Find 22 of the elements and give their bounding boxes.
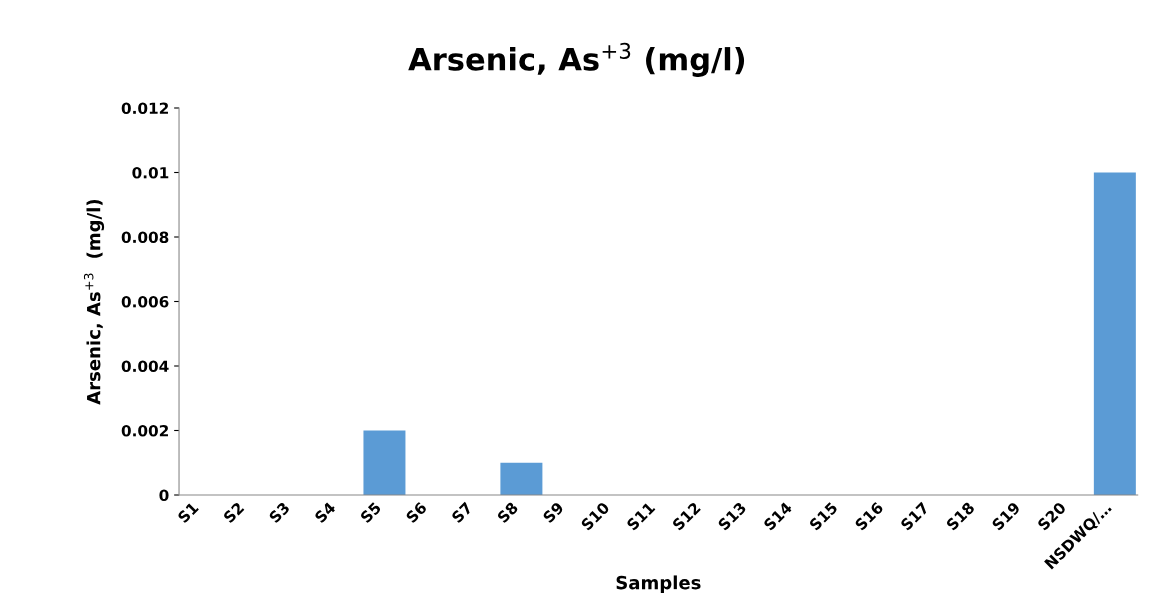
- x-tick-label: S3: [268, 501, 291, 524]
- bar: [363, 430, 406, 495]
- x-tick-label: S2: [222, 501, 245, 524]
- x-tick-label: S4: [314, 501, 337, 524]
- y-tick-label: 0.006: [121, 295, 169, 308]
- bar: [1093, 172, 1136, 495]
- y-tick-label: 0: [159, 489, 169, 502]
- y-tick-label: 0.002: [121, 424, 168, 437]
- x-tick-label: S9: [542, 501, 565, 524]
- y-tick-label: 0.004: [121, 360, 169, 373]
- text: Arsenic, As$^{+3}$ (mg/l): [83, 199, 105, 405]
- x-tick-label: S7: [450, 501, 473, 524]
- y-tick-label: 0.012: [121, 102, 168, 115]
- chart-title: Arsenic, As$^{+3}$ (mg/l): [408, 42, 745, 77]
- y-tick-label: 0.01: [132, 166, 169, 179]
- bar: [500, 462, 543, 495]
- x-tick-label: S6: [405, 501, 428, 524]
- y-tick-label: 0.008: [121, 231, 169, 244]
- x-tick-label: S1: [177, 501, 200, 524]
- x-tick-label: S5: [359, 501, 382, 524]
- x-tick-label: S8: [496, 501, 519, 524]
- x-axis-title: Samples: [616, 575, 701, 593]
